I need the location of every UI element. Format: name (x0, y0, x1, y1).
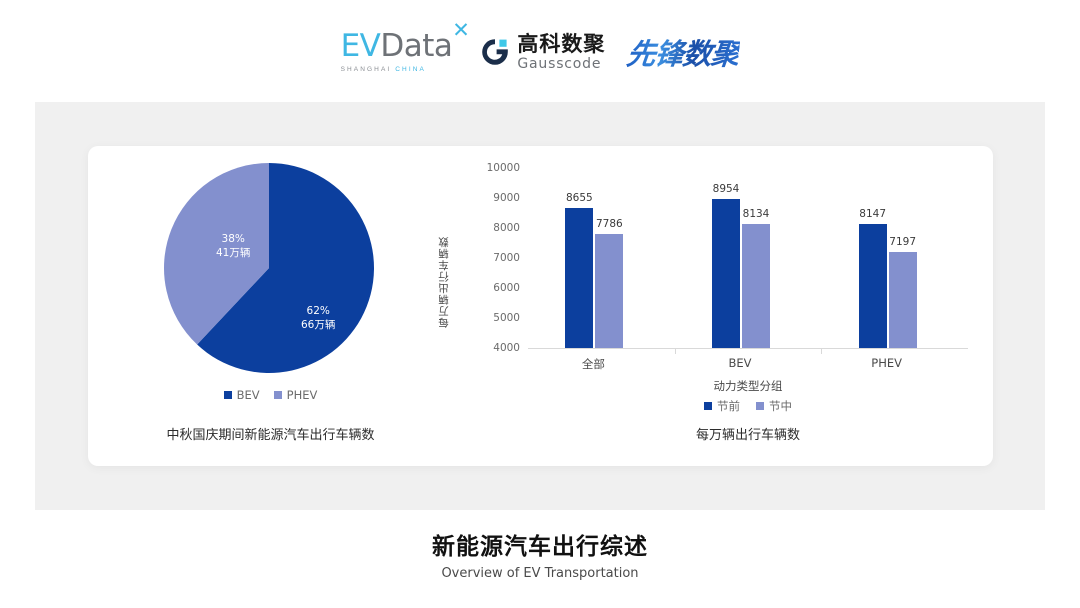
bar-chart-legend: 节前 节中 (528, 398, 968, 414)
bar-legend-label-before: 节前 (717, 399, 740, 413)
evdata-logo: E V Data ✕ SHANGHAI CHINA (340, 20, 470, 74)
bar-BEV-节中[interactable] (742, 223, 770, 348)
bar-legend-swatch-before (704, 402, 712, 410)
pie-legend-item-bev[interactable]: BEV (223, 388, 260, 402)
pie-chart-block: 38% 41万辆 62% 66万辆 BEV PHEV 中秋国庆期间新能源汽车出行… (88, 146, 488, 466)
evdata-letter-data: Data (380, 28, 453, 64)
pie-chart-svg (164, 163, 374, 373)
evdata-tagline-country: CHINA (395, 66, 426, 73)
pie-chart-caption: 中秋国庆期间新能源汽车出行车辆数 (166, 428, 375, 443)
evdata-wordmark: E V Data ✕ (340, 20, 470, 64)
bar-PHEV-节中[interactable] (888, 252, 917, 348)
pie-slice-bev-percent: 62% (306, 305, 330, 317)
pie-legend-label-bev: BEV (236, 388, 260, 402)
bar-category-label-全部: 全部 (581, 357, 605, 371)
pie-slice-phev-percent: 38% (221, 233, 245, 245)
evdata-letter-e: E (340, 28, 361, 64)
pie-slice-phev-value: 41万辆 (216, 247, 251, 259)
pie-slice-bev-value: 66万辆 (301, 319, 336, 331)
y-tick-5000: 5000 (493, 312, 520, 324)
bar-group-separator (821, 348, 823, 354)
pie-slice-phev[interactable] (164, 163, 269, 345)
evdata-letter-v: V (359, 28, 381, 64)
y-tick-9000: 9000 (493, 192, 520, 204)
bar-BEV-节前[interactable] (712, 199, 740, 348)
pie-legend-swatch-bev (223, 391, 232, 399)
chart-card: 38% 41万辆 62% 66万辆 BEV PHEV 中秋国庆期间新能源汽车出行… (88, 146, 993, 466)
bar-value-PHEV-节前: 8147 (859, 207, 887, 220)
evdata-tagline: SHANGHAI CHINA (341, 66, 426, 73)
gausscode-name-en: Gausscode (517, 55, 602, 72)
bar-PHEV-节前[interactable] (858, 223, 887, 348)
bar-chart-caption: 每万辆出行车辆数 (695, 428, 800, 443)
y-tick-8000: 8000 (493, 222, 520, 234)
bar-value-PHEV-节中: 7197 (889, 236, 917, 249)
pie-legend-label-phev: PHEV (286, 388, 318, 402)
bar-chart-baseline (528, 348, 968, 349)
bar-legend-item-during[interactable]: 节中 (756, 398, 792, 414)
y-tick-10000: 10000 (486, 162, 520, 174)
bar-legend-label-during: 节中 (769, 399, 792, 413)
page-title-en: Overview of EV Transportation (441, 565, 639, 581)
pie-slice-bev[interactable] (197, 163, 374, 373)
gausscode-name-cn: 高科数聚 (517, 31, 606, 56)
gausscode-g-mark-icon (480, 37, 510, 67)
pie-legend-item-phev[interactable]: PHEV (273, 388, 318, 402)
bar-legend-item-before[interactable]: 节前 (704, 398, 740, 414)
bar-全部-节前[interactable] (565, 208, 594, 348)
evdata-x-icon: ✕ (452, 18, 470, 42)
bar-category-label-BEV: BEV (728, 356, 752, 370)
bar-value-BEV-节前: 8954 (712, 183, 740, 196)
pie-chart-figure: 38% 41万辆 62% 66万辆 (163, 162, 375, 374)
pie-chart-legend: BEV PHEV (88, 388, 453, 402)
page-title-cn: 新能源汽车出行综述 (432, 534, 648, 560)
y-tick-6000: 6000 (493, 282, 520, 294)
bar-value-BEV-节中: 8134 (742, 207, 770, 220)
gausscode-text: 高科数聚 Gausscode (517, 31, 606, 72)
bar-legend-swatch-during (756, 402, 764, 410)
gausscode-logo: 高科数聚 Gausscode (480, 31, 606, 72)
pie-slice-label-bev: 62% 66万辆 (301, 304, 335, 332)
evdata-tagline-city: SHANGHAI (340, 66, 392, 73)
y-tick-4000: 4000 (493, 342, 520, 354)
xianfeng-logo: 先锋数聚 (625, 31, 741, 73)
bar-chart-x-axis-title: 动力类型分组 (713, 379, 783, 393)
bar-value-全部-节中: 7786 (595, 218, 623, 231)
y-tick-7000: 7000 (493, 252, 520, 264)
bar-chart-y-axis-title: 每万辆出行车辆数 (438, 236, 450, 328)
bar-value-全部-节前: 8655 (565, 192, 593, 205)
pie-slice-label-phev: 38% 41万辆 (216, 232, 250, 260)
bar-category-label-PHEV: PHEV (871, 356, 903, 370)
footer-title-block: 新能源汽车出行综述 Overview of EV Transportation (0, 533, 1080, 581)
bar-chart-block: 每万辆出行车辆数 4000 5000 6000 7000 8000 9000 10000 8… (428, 146, 993, 466)
pie-legend-swatch-phev (273, 391, 282, 399)
bar-chart-plot-area: 4000 5000 6000 7000 8000 9000 10000 8655 7786 89… (487, 162, 968, 354)
bar-group-separator (674, 348, 676, 354)
bar-全部-节中[interactable] (595, 234, 624, 348)
logo-bar: E V Data ✕ SHANGHAI CHINA 高科数聚 Gausscode 先… (0, 20, 1080, 80)
